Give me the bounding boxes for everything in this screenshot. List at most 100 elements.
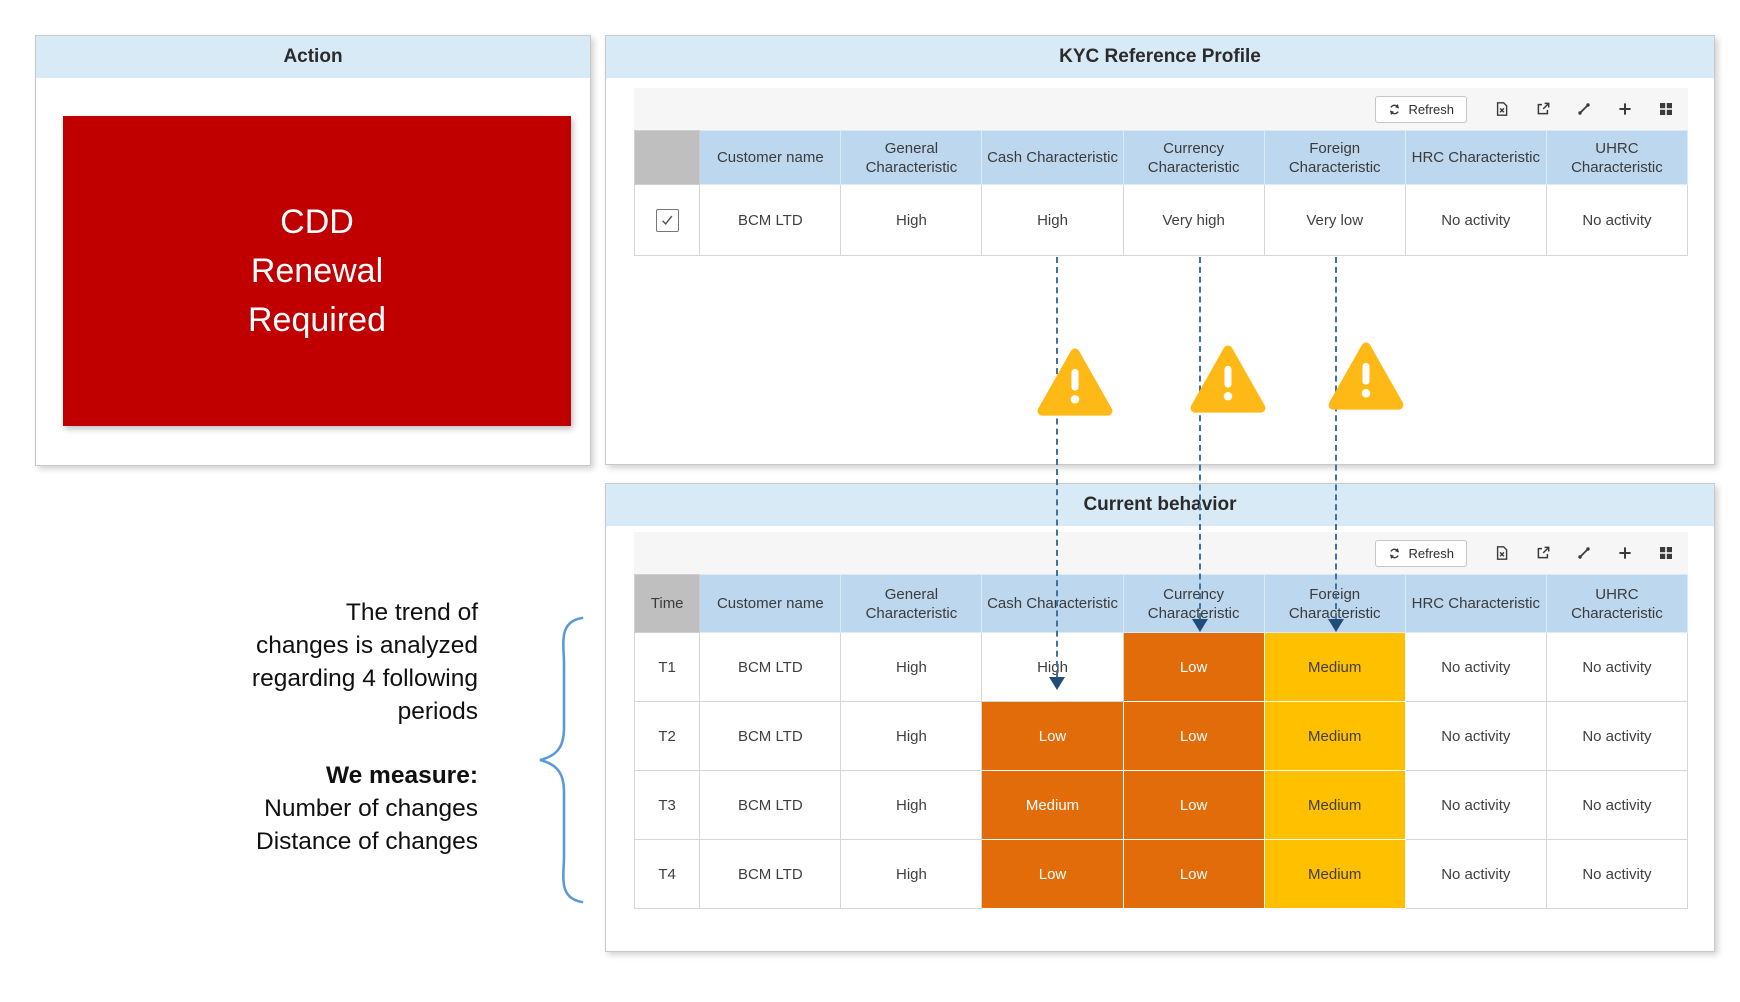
refresh-button[interactable]: Refresh <box>1375 539 1467 567</box>
export-document-icon[interactable] <box>1494 545 1510 561</box>
cell-hrc: No activity <box>1404 701 1547 771</box>
behavior-row-t2: T2 BCM LTD High Low Low Medium No activi… <box>633 701 1689 771</box>
warning-triangle-icon <box>1189 344 1267 413</box>
cell-hrc: No activity <box>1404 632 1547 702</box>
refresh-label: Refresh <box>1408 545 1454 561</box>
cell-currency: Low <box>1122 632 1265 702</box>
open-external-icon[interactable] <box>1535 101 1551 117</box>
layout-grid-icon[interactable] <box>1658 101 1674 117</box>
cell-currency: Low <box>1122 701 1265 771</box>
col-foreign-characteristic: Foreign Characteristic <box>1263 574 1406 633</box>
trace-line-currency <box>1199 257 1201 619</box>
col-customer-name: Customer name <box>699 130 842 185</box>
cell-hrc: No activity <box>1404 184 1547 256</box>
cell-foreign: Medium <box>1263 632 1406 702</box>
cell-currency: Very high <box>1122 184 1265 256</box>
alert-line-1: CDD <box>280 202 354 241</box>
col-time: Time <box>633 574 701 633</box>
cell-currency: Low <box>1122 839 1265 909</box>
col-general-characteristic: General Characteristic <box>840 130 983 185</box>
behavior-row-t4: T4 BCM LTD High Low Low Medium No activi… <box>633 839 1689 909</box>
col-general-characteristic: General Characteristic <box>840 574 983 633</box>
arrow-down-icon <box>1328 619 1344 632</box>
cell-cash: High <box>981 184 1124 256</box>
kyc-panel-header: KYC Reference Profile <box>606 36 1714 78</box>
kyc-data-row: BCM LTD High High Very high Very low No … <box>633 184 1689 256</box>
cell-general: High <box>840 770 983 840</box>
arrow-down-icon <box>1049 677 1065 690</box>
cell-time: T4 <box>633 839 701 909</box>
col-foreign-characteristic: Foreign Characteristic <box>1263 130 1406 185</box>
refresh-icon <box>1388 103 1401 116</box>
behavior-row-t1: T1 BCM LTD High High Low Medium No activ… <box>633 632 1689 702</box>
selection-column-header <box>633 130 701 185</box>
resize-diagonal-icon[interactable] <box>1576 545 1592 561</box>
cell-uhrc: No activity <box>1545 184 1689 256</box>
cell-customer: BCM LTD <box>699 632 842 702</box>
cell-uhrc: No activity <box>1545 632 1689 702</box>
behavior-header-row: Time Customer name General Characteristi… <box>633 574 1689 633</box>
cell-time: T3 <box>633 770 701 840</box>
trend-line-2: changes is analyzed <box>255 632 478 659</box>
col-uhrc-characteristic: UHRC Characteristic <box>1545 574 1689 633</box>
behavior-table: Time Customer name General Characteristi… <box>633 574 1689 909</box>
trend-line-4: periods <box>397 698 478 725</box>
cell-foreign: Medium <box>1263 839 1406 909</box>
cell-hrc: No activity <box>1404 839 1547 909</box>
cell-cash: Medium <box>981 770 1124 840</box>
col-hrc-characteristic: HRC Characteristic <box>1404 574 1547 633</box>
trace-line-cash <box>1056 257 1058 677</box>
col-uhrc-characteristic: UHRC Characteristic <box>1545 130 1689 185</box>
cell-cash: Low <box>981 701 1124 771</box>
cell-customer: BCM LTD <box>699 770 842 840</box>
action-panel-header: Action <box>36 36 590 78</box>
action-panel-title: Action <box>283 46 343 67</box>
export-document-icon[interactable] <box>1494 101 1510 117</box>
curly-brace <box>512 614 588 906</box>
cell-general: High <box>840 632 983 702</box>
warning-triangle-icon <box>1036 347 1114 416</box>
measure-line-1: Number of changes <box>264 795 478 822</box>
cell-currency: Low <box>1122 770 1265 840</box>
add-icon[interactable] <box>1617 545 1633 561</box>
cell-foreign: Very low <box>1263 184 1406 256</box>
refresh-label: Refresh <box>1408 101 1454 117</box>
cell-cash: Low <box>981 839 1124 909</box>
alert-line-3: Required <box>248 300 386 339</box>
layout-grid-icon[interactable] <box>1658 545 1674 561</box>
kyc-header-row: Customer name General Characteristic Cas… <box>633 130 1689 185</box>
warning-triangle-icon <box>1327 341 1405 410</box>
add-icon[interactable] <box>1617 101 1633 117</box>
behavior-toolbar: Refresh <box>634 532 1688 574</box>
cell-uhrc: No activity <box>1545 701 1689 771</box>
behavior-row-t3: T3 BCM LTD High Medium Low Medium No act… <box>633 770 1689 840</box>
cell-general: High <box>840 701 983 771</box>
cell-cash: High <box>981 632 1124 702</box>
trend-line-1: The trend of <box>345 599 478 626</box>
col-customer-name: Customer name <box>699 574 842 633</box>
cell-time: T1 <box>633 632 701 702</box>
trace-line-foreign <box>1335 257 1337 619</box>
kyc-table: Customer name General Characteristic Cas… <box>633 130 1689 256</box>
arrow-down-icon <box>1192 619 1208 632</box>
behavior-panel-title: Current behavior <box>1083 494 1237 515</box>
kyc-reference-panel: KYC Reference Profile Refresh <box>605 35 1715 465</box>
col-cash-characteristic: Cash Characteristic <box>981 574 1124 633</box>
cell-time: T2 <box>633 701 701 771</box>
row-select-checkbox[interactable] <box>655 208 679 232</box>
trend-annotation: The trend of changes is analyzed regardi… <box>140 596 478 858</box>
cdd-alert-box: CDD Renewal Required <box>63 116 571 426</box>
refresh-button[interactable]: Refresh <box>1375 95 1467 123</box>
resize-diagonal-icon[interactable] <box>1576 101 1592 117</box>
open-external-icon[interactable] <box>1535 545 1551 561</box>
current-behavior-panel: Current behavior Refresh <box>605 483 1715 952</box>
cell-uhrc: No activity <box>1545 770 1689 840</box>
kyc-toolbar: Refresh <box>634 88 1688 130</box>
alert-line-2: Renewal <box>250 251 384 290</box>
refresh-icon <box>1388 547 1401 560</box>
trend-line-3: regarding 4 following <box>251 665 478 692</box>
cell-foreign: Medium <box>1263 770 1406 840</box>
cell-hrc: No activity <box>1404 770 1547 840</box>
cell-foreign: Medium <box>1263 701 1406 771</box>
